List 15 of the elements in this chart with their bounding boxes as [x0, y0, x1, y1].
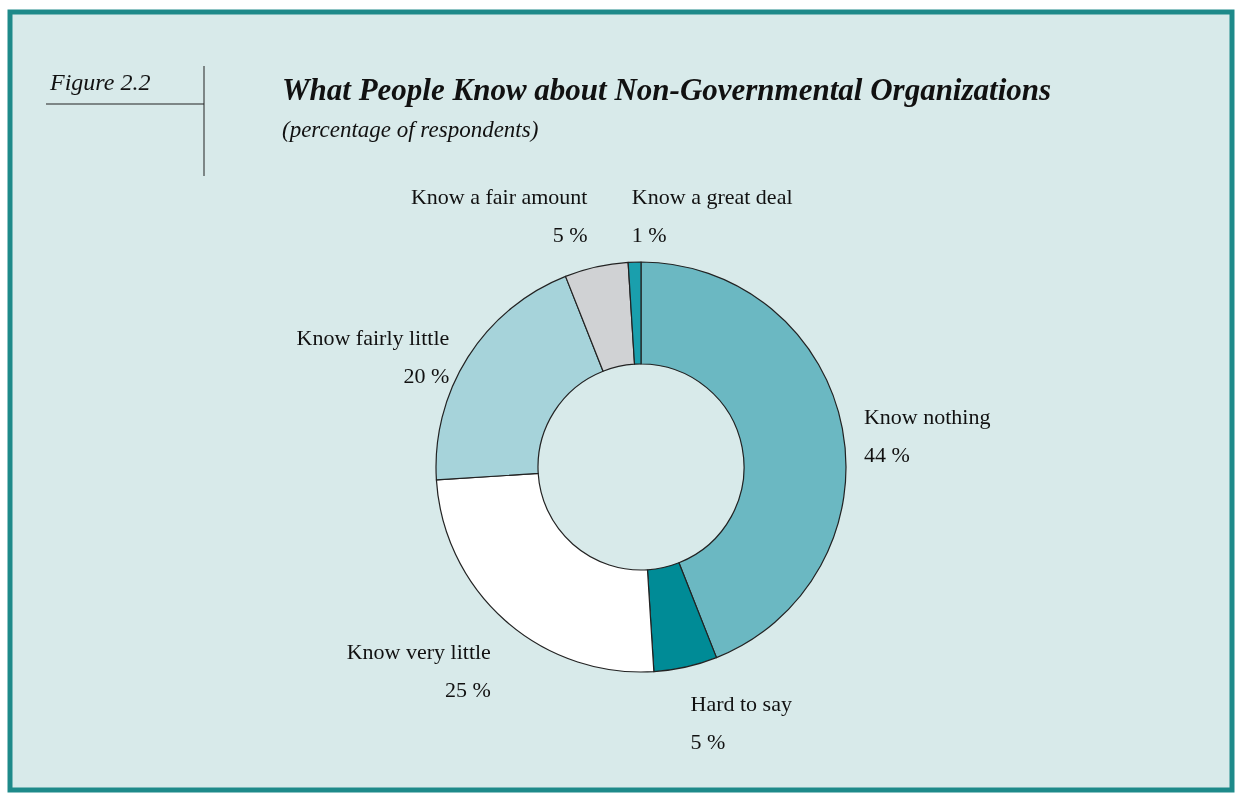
data-label: 5 %	[552, 222, 588, 247]
data-label: 44 %	[863, 442, 910, 468]
chart-title: What People Know about Non-Governmental Organizations	[282, 72, 1052, 107]
slice-label: Know a great deal	[631, 184, 793, 209]
slice-label: Know nothing	[863, 404, 991, 430]
caption: Figure 2.2	[49, 69, 151, 95]
data-label: 1 %	[631, 222, 667, 247]
slice-label: Know fairly little	[296, 325, 450, 351]
slice-label: Know very little	[346, 639, 491, 665]
data-label: 20 %	[403, 363, 450, 389]
slice-label: Hard to say	[690, 690, 792, 716]
data-label: 25 %	[445, 677, 491, 703]
data-label: 5 %	[690, 728, 726, 754]
slice-label: Know a fair amount	[410, 184, 588, 209]
chart-subtitle: (percentage of respondents)	[282, 117, 539, 142]
